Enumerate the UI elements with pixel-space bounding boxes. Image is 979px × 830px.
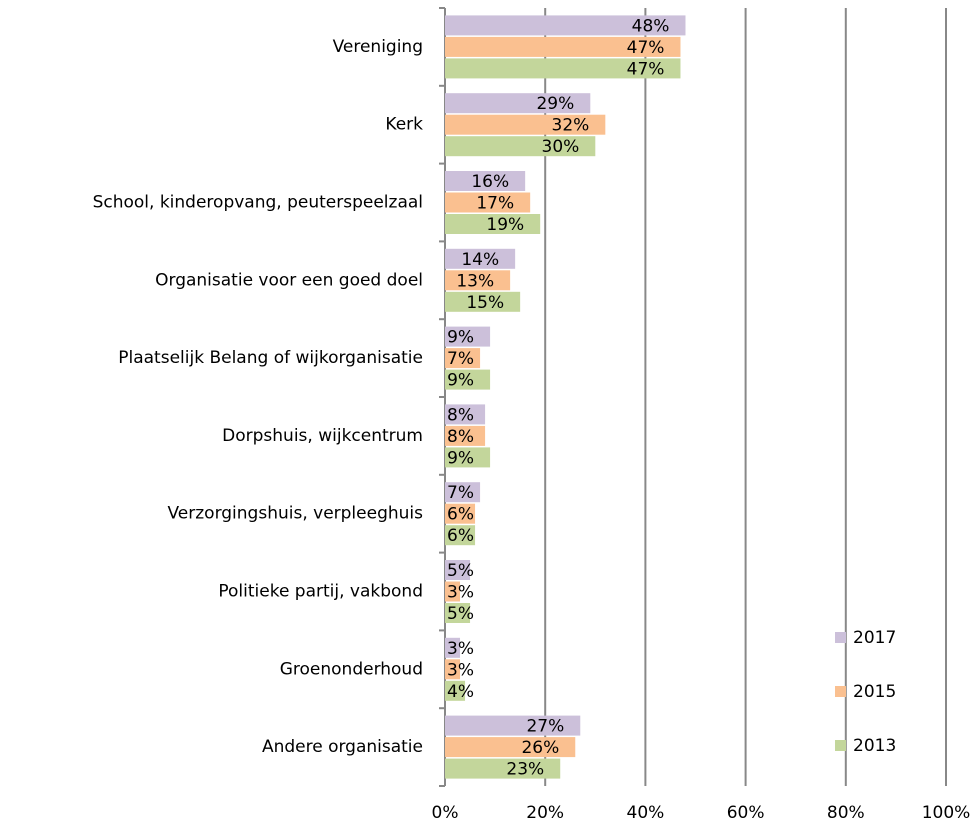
bar — [445, 482, 481, 503]
y-tick-label: Politieke partij, vakbond — [218, 582, 423, 602]
bar — [445, 248, 516, 269]
y-tick-label: Dorpshuis, wijkcentrum — [222, 426, 423, 446]
data-label: 7% — [447, 483, 474, 503]
data-label: 47% — [627, 38, 665, 58]
y-tick-label: Groenonderhoud — [280, 659, 423, 679]
data-label: 3% — [447, 660, 474, 680]
bar — [445, 680, 466, 701]
bar — [445, 171, 526, 191]
data-label: 47% — [627, 59, 665, 79]
bar — [445, 447, 491, 468]
bar — [445, 136, 596, 157]
data-label: 3% — [447, 583, 474, 603]
y-tick-label: Andere organisatie — [262, 737, 423, 757]
bar — [445, 425, 486, 446]
bar — [445, 404, 486, 425]
bar — [445, 270, 511, 291]
bar — [445, 503, 476, 524]
bar — [445, 214, 541, 234]
data-label: 5% — [447, 561, 474, 581]
data-label: 3% — [447, 639, 474, 659]
y-tick-label: Kerk — [385, 115, 423, 135]
bar — [445, 659, 461, 680]
data-label: 26% — [521, 738, 559, 758]
legend-swatch — [835, 740, 846, 751]
x-tick-label: 20% — [526, 803, 564, 823]
data-label: 4% — [447, 682, 474, 702]
y-tick-label: School, kinderopvang, peuterspeelzaal — [93, 193, 423, 213]
bar — [445, 15, 686, 36]
data-label: 9% — [447, 371, 474, 391]
bar — [445, 737, 576, 758]
y-tick-label: Organisatie voor een goed doel — [155, 270, 423, 290]
bar — [445, 369, 491, 390]
data-label: 5% — [447, 604, 474, 624]
bar — [445, 758, 561, 779]
bar — [445, 326, 491, 347]
x-tick-label: 40% — [627, 803, 665, 823]
bar — [445, 715, 581, 736]
bar — [445, 192, 531, 213]
data-label: 15% — [466, 293, 504, 313]
data-label: 16% — [471, 172, 509, 192]
data-label: 8% — [447, 427, 474, 447]
data-label: 27% — [526, 717, 564, 737]
bar — [445, 36, 681, 57]
data-label: 8% — [447, 405, 474, 425]
data-label: 48% — [632, 16, 670, 36]
data-label: 9% — [447, 448, 474, 468]
bar — [445, 603, 471, 623]
legend-swatch — [835, 632, 846, 643]
data-label: 23% — [506, 760, 544, 780]
legend-swatch — [835, 686, 846, 697]
data-label: 19% — [486, 215, 524, 235]
x-tick-label: 80% — [827, 803, 865, 823]
data-label: 7% — [447, 349, 474, 369]
x-tick-label: 0% — [432, 803, 459, 823]
bar — [445, 58, 681, 79]
data-label: 9% — [447, 328, 474, 348]
data-label: 32% — [552, 116, 590, 136]
bar — [445, 560, 471, 580]
legend-label: 2017 — [853, 628, 896, 648]
bar — [445, 93, 591, 114]
data-label: 30% — [542, 137, 580, 157]
data-label: 29% — [536, 94, 574, 114]
data-label: 13% — [456, 271, 494, 291]
data-label: 6% — [447, 505, 474, 525]
bar — [445, 114, 606, 135]
bar — [445, 525, 476, 546]
data-label: 14% — [461, 250, 499, 270]
legend-label: 2013 — [853, 736, 896, 756]
data-label: 6% — [447, 526, 474, 546]
legend-label: 2015 — [853, 682, 896, 702]
y-tick-label: Plaatselijk Belang of wijkorganisatie — [118, 348, 423, 368]
y-tick-label: Verzorgingshuis, verpleeghuis — [167, 504, 423, 524]
y-tick-label: Vereniging — [333, 37, 423, 57]
x-tick-label: 60% — [727, 803, 765, 823]
bar — [445, 291, 521, 312]
bar — [445, 581, 461, 602]
data-label: 17% — [476, 194, 514, 214]
bar — [445, 637, 461, 658]
bar — [445, 348, 481, 369]
x-tick-label: 100% — [922, 803, 971, 823]
